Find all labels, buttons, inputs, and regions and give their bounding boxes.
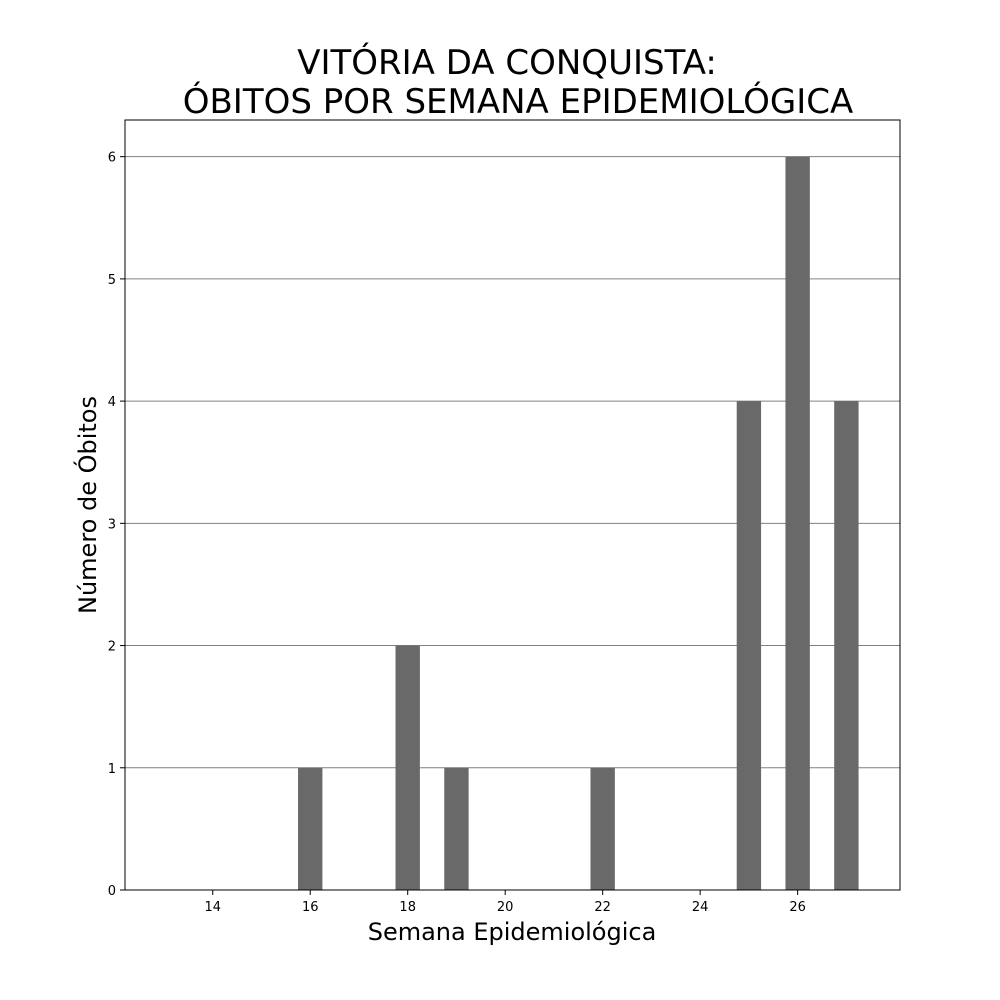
bar-week-19 <box>444 767 469 890</box>
x-tick-label-14: 14 <box>204 900 221 915</box>
bar-week-16 <box>298 767 323 890</box>
bar-week-18 <box>395 645 420 890</box>
y-tick-label-3: 3 <box>108 517 116 532</box>
y-tick-label-4: 4 <box>108 395 116 410</box>
axis-ticks: 0 1 2 3 4 5 6 14 16 18 20 22 24 26 <box>108 151 806 915</box>
bar-week-26 <box>785 156 810 890</box>
plot-area-frame <box>124 119 901 891</box>
bar-week-27 <box>834 401 859 890</box>
x-tick-label-20: 20 <box>497 900 514 915</box>
y-tick-label-5: 5 <box>108 273 116 288</box>
x-tick-label-18: 18 <box>399 900 416 915</box>
y-axis-label: Número de Óbitos <box>72 396 102 614</box>
y-tick-label-0: 0 <box>108 884 116 899</box>
grid-lines <box>125 156 900 769</box>
y-tick-label-1: 1 <box>108 762 116 777</box>
x-tick-label-16: 16 <box>302 900 319 915</box>
x-tick-label-26: 26 <box>789 900 806 915</box>
y-tick-label-6: 6 <box>108 151 116 166</box>
y-tick-label-2: 2 <box>108 640 116 655</box>
chart-title-line-1: VITÓRIA DA CONQUISTA: <box>297 42 717 83</box>
bar-week-22 <box>590 767 615 890</box>
x-axis-label: Semana Epidemiológica <box>368 918 657 946</box>
x-tick-label-22: 22 <box>594 900 611 915</box>
x-tick-label-24: 24 <box>692 900 709 915</box>
chart-title-line-2: ÓBITOS POR SEMANA EPIDEMIOLÓGICA <box>183 81 854 122</box>
bar-week-25 <box>736 401 762 890</box>
bars <box>298 156 859 890</box>
